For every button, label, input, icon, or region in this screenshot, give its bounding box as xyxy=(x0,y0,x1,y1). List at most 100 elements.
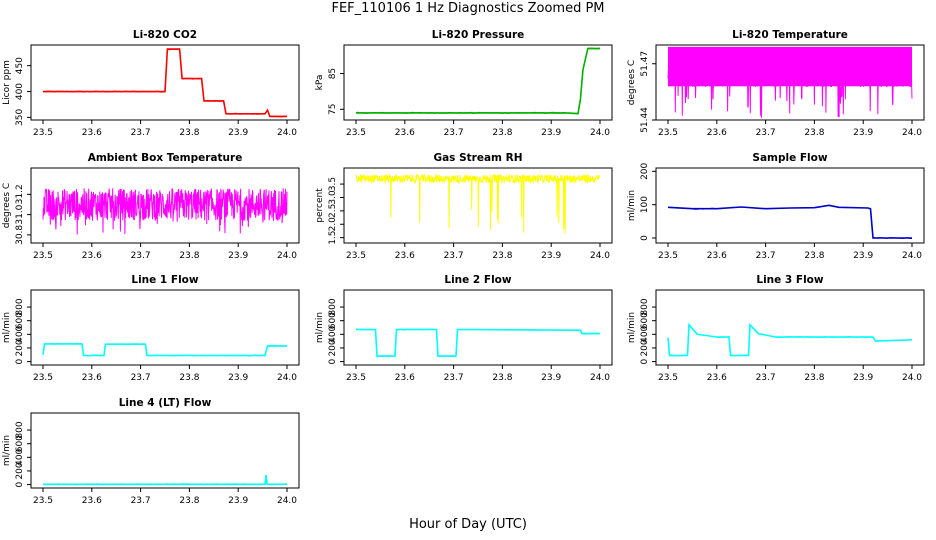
y-tick-label: 31.0 xyxy=(15,204,25,224)
y-tick-label: 0 xyxy=(640,358,650,364)
y-tick-label: 3.5 xyxy=(328,177,338,191)
x-tick-label: 23.8 xyxy=(179,251,199,261)
y-tick-label: 1.5 xyxy=(328,230,338,244)
y-tick-label: 0 xyxy=(328,358,338,364)
x-tick-label: 24.0 xyxy=(902,373,922,383)
x-tick-label: 23.7 xyxy=(131,496,151,506)
y-tick-label: 350 xyxy=(15,109,25,126)
x-tick-label: 23.8 xyxy=(804,373,824,383)
plot-frame xyxy=(30,44,300,121)
x-tick-label: 23.7 xyxy=(756,373,776,383)
series-line xyxy=(42,343,287,357)
series-line xyxy=(356,47,600,115)
x-tick-label: 23.5 xyxy=(346,128,366,138)
series-group xyxy=(667,46,913,118)
series-line xyxy=(667,204,912,239)
x-tick-label: 23.8 xyxy=(492,251,512,261)
panel-2: Li-820 Pressure kPa 23.5 23.6 23.7 23.8 23.9 24… xyxy=(315,29,613,138)
series-line xyxy=(356,328,600,357)
y-tick-label: 2.0 xyxy=(328,217,338,232)
panel-ylabel: ml/min xyxy=(315,312,325,343)
x-tick-label: 23.9 xyxy=(228,251,248,261)
x-tick-label: 23.8 xyxy=(492,373,512,383)
x-tick-label: 24.0 xyxy=(277,128,297,138)
y-tick-label: 400 xyxy=(15,448,25,465)
x-tick-label: 23.9 xyxy=(228,373,248,383)
panel-title: Ambient Box Temperature xyxy=(88,152,243,164)
x-tick-label: 24.0 xyxy=(277,251,297,261)
series-group xyxy=(355,173,601,234)
plot-frame xyxy=(655,289,925,366)
panel-ylabel: ml/min xyxy=(627,190,637,221)
plot-frame xyxy=(343,167,613,244)
panel-title: Line 3 Flow xyxy=(756,274,823,286)
x-tick-label: 23.5 xyxy=(346,251,366,261)
y-tick-label: 51.44 xyxy=(640,107,650,133)
y-tick-label: 85 xyxy=(328,68,338,79)
panel-ylabel: ml/min xyxy=(2,435,12,466)
panel-title: Li-820 Temperature xyxy=(732,29,848,41)
x-tick-label: 23.8 xyxy=(179,373,199,383)
series-line xyxy=(42,188,288,235)
x-tick-label: 23.5 xyxy=(33,251,53,261)
panel-3: Li-820 Temperature degrees C 23.5 23.6 23.7 2… xyxy=(627,29,925,138)
y-tick-label: 100 xyxy=(640,196,650,213)
x-tick-label: 23.6 xyxy=(395,251,415,261)
x-tick-label: 23.8 xyxy=(492,128,512,138)
panel-title: Line 1 Flow xyxy=(131,274,198,286)
plot-frame xyxy=(30,167,300,244)
x-tick-label: 23.6 xyxy=(82,373,102,383)
panel-ylabel: ml/min xyxy=(2,312,12,343)
y-tick-label: 30.8 xyxy=(15,225,25,245)
x-tick-label: 24.0 xyxy=(902,128,922,138)
series-group xyxy=(667,322,913,357)
x-tick-label: 23.9 xyxy=(853,251,873,261)
x-tick-label: 23.9 xyxy=(228,496,248,506)
x-tick-label: 23.8 xyxy=(804,251,824,261)
x-tick-label: 23.5 xyxy=(658,251,678,261)
panel-title: Gas Stream RH xyxy=(433,152,522,164)
panel-ylabel: Licor ppm xyxy=(2,60,12,105)
y-tick-label: 75 xyxy=(328,104,338,115)
x-tick-label: 23.6 xyxy=(82,128,102,138)
y-tick-label: 3.0 xyxy=(328,190,338,205)
x-tick-label: 23.6 xyxy=(395,128,415,138)
y-tick-label: 400 xyxy=(328,325,338,342)
y-tick-label: 200 xyxy=(15,339,25,356)
y-tick-label: 0 xyxy=(15,358,25,364)
x-tick-label: 23.9 xyxy=(853,128,873,138)
y-tick-label: 600 xyxy=(640,312,650,329)
panel-6: Sample Flow ml/min 23.5 23.6 23.7 23.8 23.9 24.… xyxy=(627,152,925,261)
series-noise xyxy=(355,328,601,358)
x-tick-label: 24.0 xyxy=(277,373,297,383)
x-tick-label: 24.0 xyxy=(590,128,610,138)
plot-frame xyxy=(343,44,613,121)
y-tick-label: 200 xyxy=(640,162,650,179)
x-tick-label: 23.8 xyxy=(179,128,199,138)
y-tick-label: 800 xyxy=(328,298,338,315)
y-tick-label: 600 xyxy=(15,312,25,329)
panel-ylabel: kPa xyxy=(315,75,325,91)
x-tick-label: 24.0 xyxy=(902,251,922,261)
y-tick-label: 450 xyxy=(15,57,25,74)
x-tick-label: 23.7 xyxy=(756,128,776,138)
panel-ylabel: ml/min xyxy=(627,312,637,343)
x-tick-label: 23.8 xyxy=(179,496,199,506)
x-tick-label: 23.9 xyxy=(853,373,873,383)
y-tick-label: 51.47 xyxy=(640,51,650,77)
panel-title: Li-820 CO2 xyxy=(133,29,197,41)
x-tick-label: 23.6 xyxy=(395,373,415,383)
series-noise xyxy=(669,335,873,357)
panel-ylabel: percent xyxy=(315,188,325,223)
y-tick-label: 600 xyxy=(328,312,338,329)
y-tick-label: 200 xyxy=(15,462,25,479)
panel-5: Gas Stream RH percent 23.5 23.6 23.7 23.8 23.9… xyxy=(315,152,613,261)
panel-title: Line 2 Flow xyxy=(444,274,511,286)
x-tick-label: 23.7 xyxy=(131,251,151,261)
series-line xyxy=(355,173,601,234)
series-line xyxy=(43,48,287,118)
x-tick-label: 23.9 xyxy=(228,128,248,138)
x-tick-label: 23.5 xyxy=(33,496,53,506)
series-line xyxy=(667,322,913,357)
